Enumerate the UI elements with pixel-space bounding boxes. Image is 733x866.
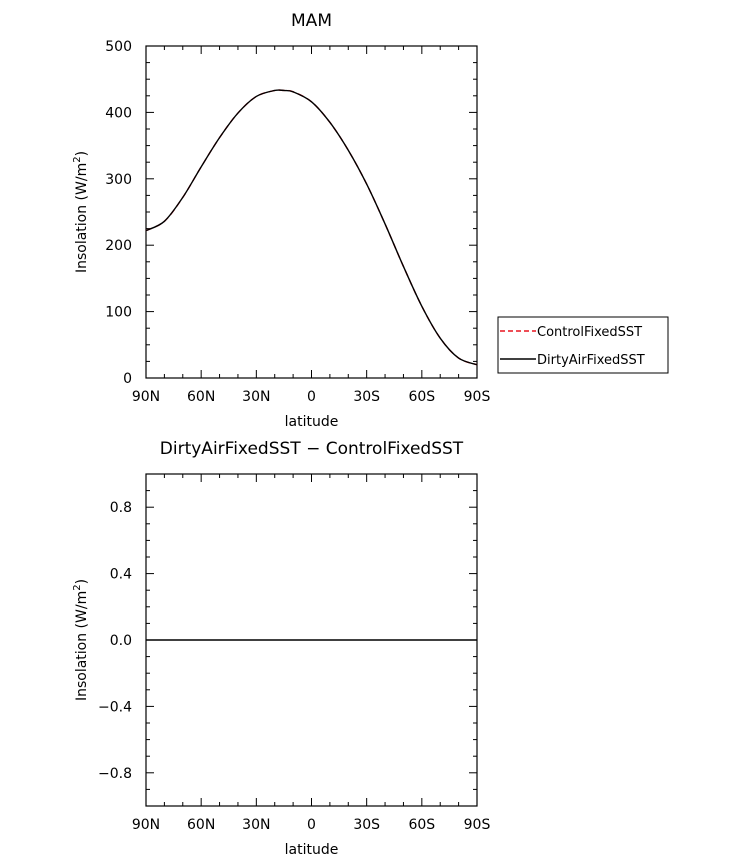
legend-label-control-fixed-sst: ControlFixedSST xyxy=(537,325,642,340)
x-tick-label: 60S xyxy=(408,389,435,405)
x-tick-label: 0 xyxy=(307,817,316,833)
y-tick-label: 200 xyxy=(105,238,132,254)
x-tick-label: 60S xyxy=(408,817,435,833)
y-tick-label: 100 xyxy=(105,305,132,321)
legend-box xyxy=(497,316,669,374)
x-tick-label: 90S xyxy=(464,817,491,833)
x-tick-label: 30S xyxy=(353,389,380,405)
y-tick-label: 500 xyxy=(105,39,132,55)
x-tick-label: 60N xyxy=(187,389,215,405)
y-tick-label: 0.0 xyxy=(110,633,132,649)
x-tick-label: 90S xyxy=(464,389,491,405)
y-tick-label: 0.8 xyxy=(110,500,132,516)
y-axis-label: Insolation (W/m2) xyxy=(72,151,90,273)
x-axis-label: latitude xyxy=(285,414,339,430)
difference-title: DirtyAirFixedSST − ControlFixedSST xyxy=(160,439,464,459)
y-tick-label: 300 xyxy=(105,172,132,188)
x-tick-label: 30S xyxy=(353,817,380,833)
insolation-panel: MAM 90N 60N 30N 0 30S 60S 90S 0 100 200 300 400 500 la… xyxy=(72,11,490,430)
x-axis-label: latitude xyxy=(285,842,339,858)
difference-panel: DirtyAirFixedSST − ControlFixedSST 90N 60N… xyxy=(72,439,490,858)
legend: ControlFixedSST DirtyAirFixedSST xyxy=(497,316,669,374)
y-axis-label: Insolation (W/m2) xyxy=(72,579,90,701)
x-tick-label: 90N xyxy=(132,389,160,405)
x-tick-label: 60N xyxy=(187,817,215,833)
insolation-frame xyxy=(145,45,478,379)
y-tick-label: −0.4 xyxy=(98,699,132,715)
y-tick-label: 0 xyxy=(123,371,132,387)
legend-label-dirty-air-fixed-sst: DirtyAirFixedSST xyxy=(537,353,645,368)
x-tick-label: 30N xyxy=(242,817,270,833)
y-tick-label: 400 xyxy=(105,105,132,121)
insolation-title: MAM xyxy=(291,11,332,31)
y-tick-label: −0.8 xyxy=(98,766,132,782)
x-tick-label: 0 xyxy=(307,389,316,405)
x-tick-label: 30N xyxy=(242,389,270,405)
dirty-air-fixed-sst-line xyxy=(145,89,478,366)
x-tick-label: 90N xyxy=(132,817,160,833)
control-fixed-sst-line xyxy=(145,89,478,366)
y-tick-label: 0.4 xyxy=(110,567,132,583)
